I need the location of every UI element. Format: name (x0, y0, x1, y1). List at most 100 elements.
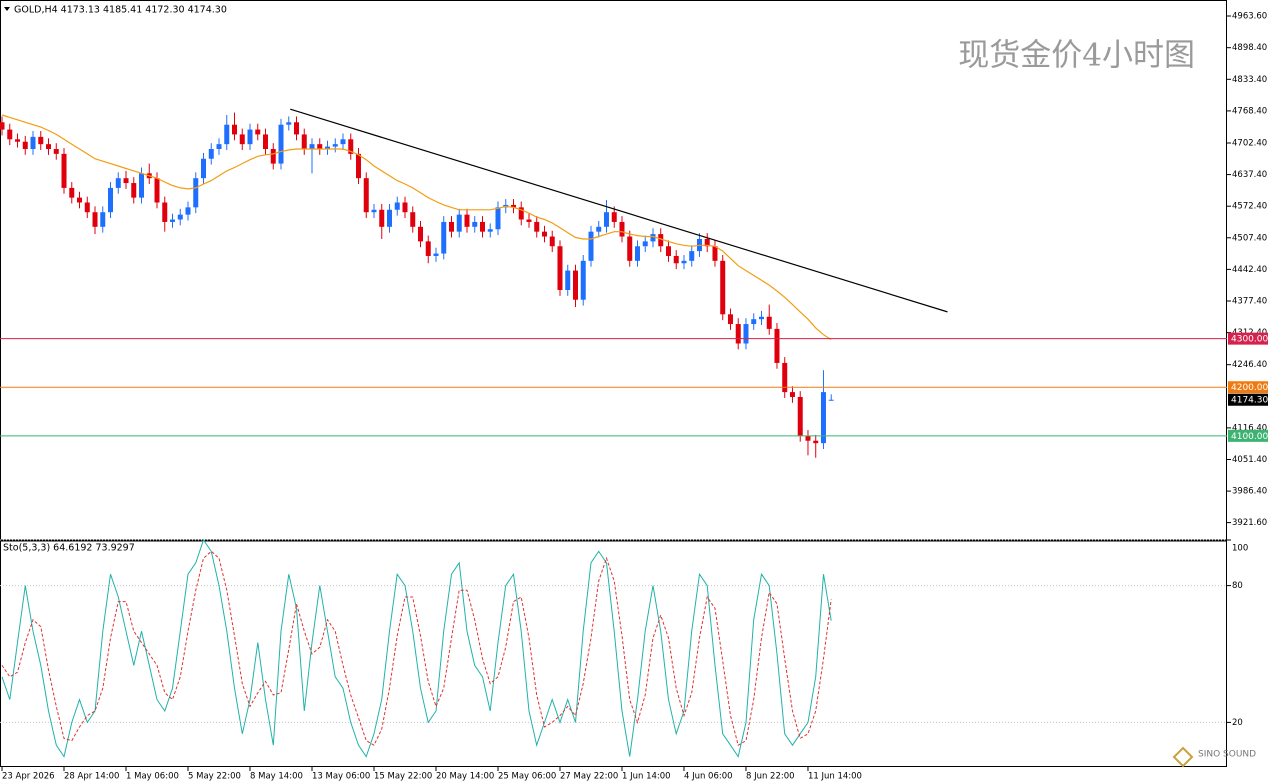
candle-body (627, 236, 633, 261)
price-level-label: 4300.00 (1231, 335, 1268, 345)
candle-body (580, 260, 586, 300)
y-tick-label: 4442.40 (1232, 265, 1267, 275)
candle-body (603, 212, 609, 227)
candle-body (0, 122, 5, 130)
candle-body (727, 314, 733, 325)
candle-body (673, 255, 679, 264)
candle-body (681, 260, 687, 264)
candle-body (611, 212, 617, 222)
candle-body (596, 226, 602, 232)
candle-body (805, 435, 811, 441)
x-tick-label: 25 May 06:00 (498, 772, 556, 782)
candle-body (15, 139, 21, 142)
candle-body (7, 129, 13, 140)
x-tick-label: 4 Jun 06:00 (684, 772, 733, 782)
candle-body (53, 149, 59, 154)
candle-body (526, 219, 532, 222)
candle-body (456, 214, 462, 232)
trendline (290, 108, 948, 313)
candle-body (123, 178, 129, 184)
logo-icon (1172, 746, 1194, 768)
candle-body (340, 139, 346, 145)
candle-body (828, 399, 834, 401)
symbol-header: GOLD,H4 4173.13 4185.41 4172.30 4174.30 (14, 5, 227, 16)
candle-body (441, 221, 447, 254)
stochastic-line (1, 538, 832, 758)
candle-body (317, 144, 323, 150)
x-tick-label: 27 May 22:00 (560, 772, 618, 782)
candle-body (232, 124, 238, 135)
x-tick-label: 1 May 06:00 (126, 772, 179, 782)
candle-body (193, 178, 199, 208)
candle-body (208, 149, 214, 159)
candle-body (510, 204, 516, 208)
plot-frame (0, 0, 1227, 767)
candle-body (557, 246, 563, 291)
candle-body (704, 238, 710, 247)
candle-body (247, 129, 253, 145)
candle-body (270, 149, 276, 164)
candle-body (464, 214, 470, 227)
candle-body (162, 202, 168, 222)
candle-body (255, 129, 261, 135)
candle-body (177, 214, 183, 220)
menu-icon (4, 7, 10, 11)
candle-body (394, 202, 400, 210)
x-tick-label: 1 Jun 14:00 (622, 772, 671, 782)
y-tick-label: 4507.40 (1232, 233, 1267, 243)
last-price-tag (1228, 393, 1268, 406)
candle-body (743, 324, 749, 344)
candle-body (154, 178, 160, 203)
candle-body (46, 144, 52, 150)
x-tick-label: 15 May 22:00 (374, 772, 432, 782)
chart-title: 现货金价4小时图 (958, 38, 1195, 74)
candle-body (665, 246, 671, 256)
x-tick-label: 11 Jun 14:00 (808, 772, 862, 782)
candle-body (22, 141, 28, 150)
candle-body (410, 212, 416, 227)
price-level-label: 4100.00 (1231, 432, 1268, 442)
candle-body (30, 136, 36, 150)
candle-body (774, 328, 780, 363)
candle-body (84, 202, 90, 213)
x-tick-label: 20 May 14:00 (436, 772, 494, 782)
candle-body (301, 134, 307, 150)
last-price-label: 4174.30 (1231, 396, 1268, 406)
candle-body (371, 209, 377, 213)
y-tick-label: 20 (1232, 718, 1243, 728)
candle-body (108, 187, 114, 213)
indicator-header: Sto(5,3,3) 64.6192 73.9297 (3, 543, 135, 554)
candle-body (363, 178, 369, 213)
candle-body (61, 153, 67, 188)
y-tick-label: 4051.40 (1232, 455, 1267, 465)
y-tick-label: 4572.40 (1232, 202, 1267, 212)
price-level-tag (1228, 332, 1268, 345)
candle-body (100, 212, 106, 227)
candle-body (572, 270, 578, 300)
candle-body (541, 231, 547, 237)
candle-body (263, 134, 269, 150)
candle-body (720, 260, 726, 315)
candle-body (518, 207, 524, 220)
candle-body (286, 122, 292, 125)
candle-body (487, 229, 493, 232)
candle-body (425, 241, 431, 256)
stochastic-line (1, 550, 832, 746)
candle-body (642, 241, 648, 247)
candle-body (170, 219, 176, 222)
candle-body (185, 207, 191, 215)
candle-body (355, 153, 361, 179)
candle-body (782, 362, 788, 393)
candle-body (139, 173, 145, 198)
candle-body (417, 226, 423, 242)
candle-body (766, 316, 772, 329)
candle-body (472, 221, 478, 227)
candle-body (92, 212, 98, 227)
y-tick-label: 4833.40 (1232, 75, 1267, 85)
candle-body (115, 178, 121, 188)
candle-body (735, 324, 741, 344)
candle-body (131, 183, 137, 198)
candle-body (789, 392, 795, 397)
candle-body (448, 221, 454, 232)
